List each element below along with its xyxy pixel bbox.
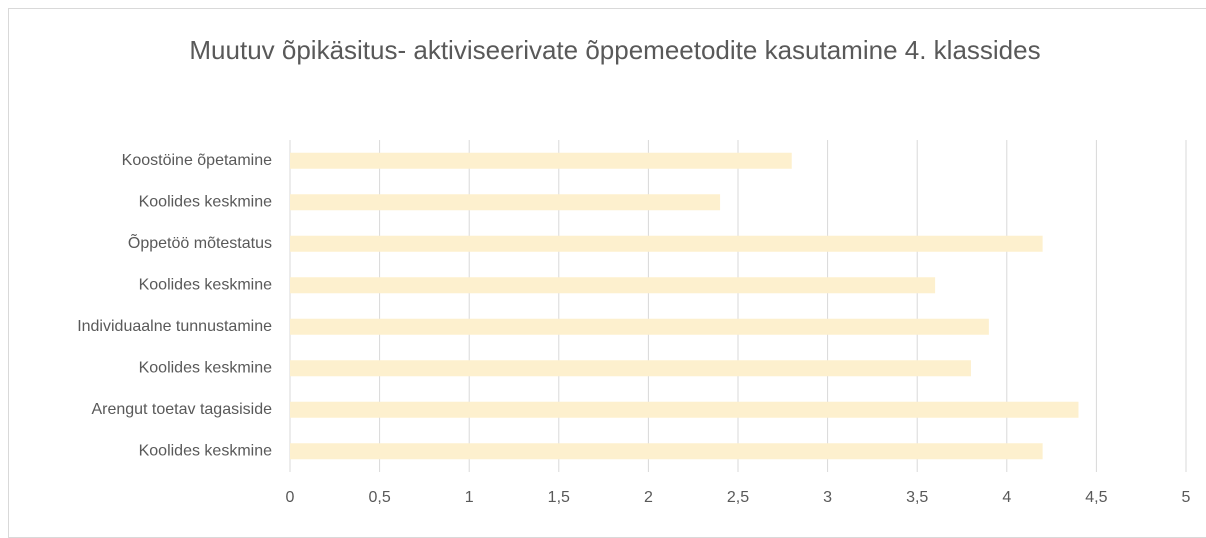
x-tick-label: 2 [644, 489, 653, 506]
bar [290, 443, 1043, 460]
bar [290, 360, 971, 377]
x-tick-label: 5 [1182, 489, 1191, 506]
x-tick-label: 4 [1002, 489, 1011, 506]
y-tick-label: Õppetöö mõtestatus [128, 232, 272, 252]
y-tick-label: Koolides keskmine [139, 359, 273, 376]
y-tick-label: Individuaalne tunnustamine [77, 318, 272, 335]
x-tick-label: 3 [823, 489, 832, 506]
bar [290, 194, 721, 211]
x-tick-label: 0 [286, 489, 295, 506]
y-tick-label: Koolides keskmine [139, 442, 273, 459]
bar [290, 401, 1079, 418]
y-tick-label: Koolides keskmine [139, 193, 273, 210]
y-tick-label: Arengut toetav tagasiside [91, 401, 272, 418]
chart-title: Muutuv õpikäsitus- aktiviseerivate õppem… [189, 35, 1041, 65]
bar [290, 235, 1043, 252]
x-tick-label: 1 [465, 489, 474, 506]
y-tick-label: Koostöine õpetamine [122, 152, 272, 169]
x-tick-label: 3,5 [906, 489, 928, 506]
bar [290, 152, 792, 169]
x-tick-label: 2,5 [727, 489, 749, 506]
bar [290, 318, 989, 335]
x-tick-label: 0,5 [368, 489, 390, 506]
page: Muutuv õpikäsitus- aktiviseerivate õppem… [8, 8, 1206, 538]
x-tick-label: 4,5 [1085, 489, 1107, 506]
x-tick-label: 1,5 [548, 489, 570, 506]
bar [290, 277, 936, 294]
chart: 0 0,5 1 1,5 2 2,5 3 3,5 4 4,5 5 Koostöine õpetamine… [77, 140, 1191, 506]
y-tick-label: Koolides keskmine [139, 276, 273, 293]
